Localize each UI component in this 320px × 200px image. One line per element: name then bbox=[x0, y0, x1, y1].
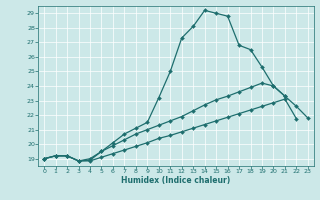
X-axis label: Humidex (Indice chaleur): Humidex (Indice chaleur) bbox=[121, 176, 231, 185]
